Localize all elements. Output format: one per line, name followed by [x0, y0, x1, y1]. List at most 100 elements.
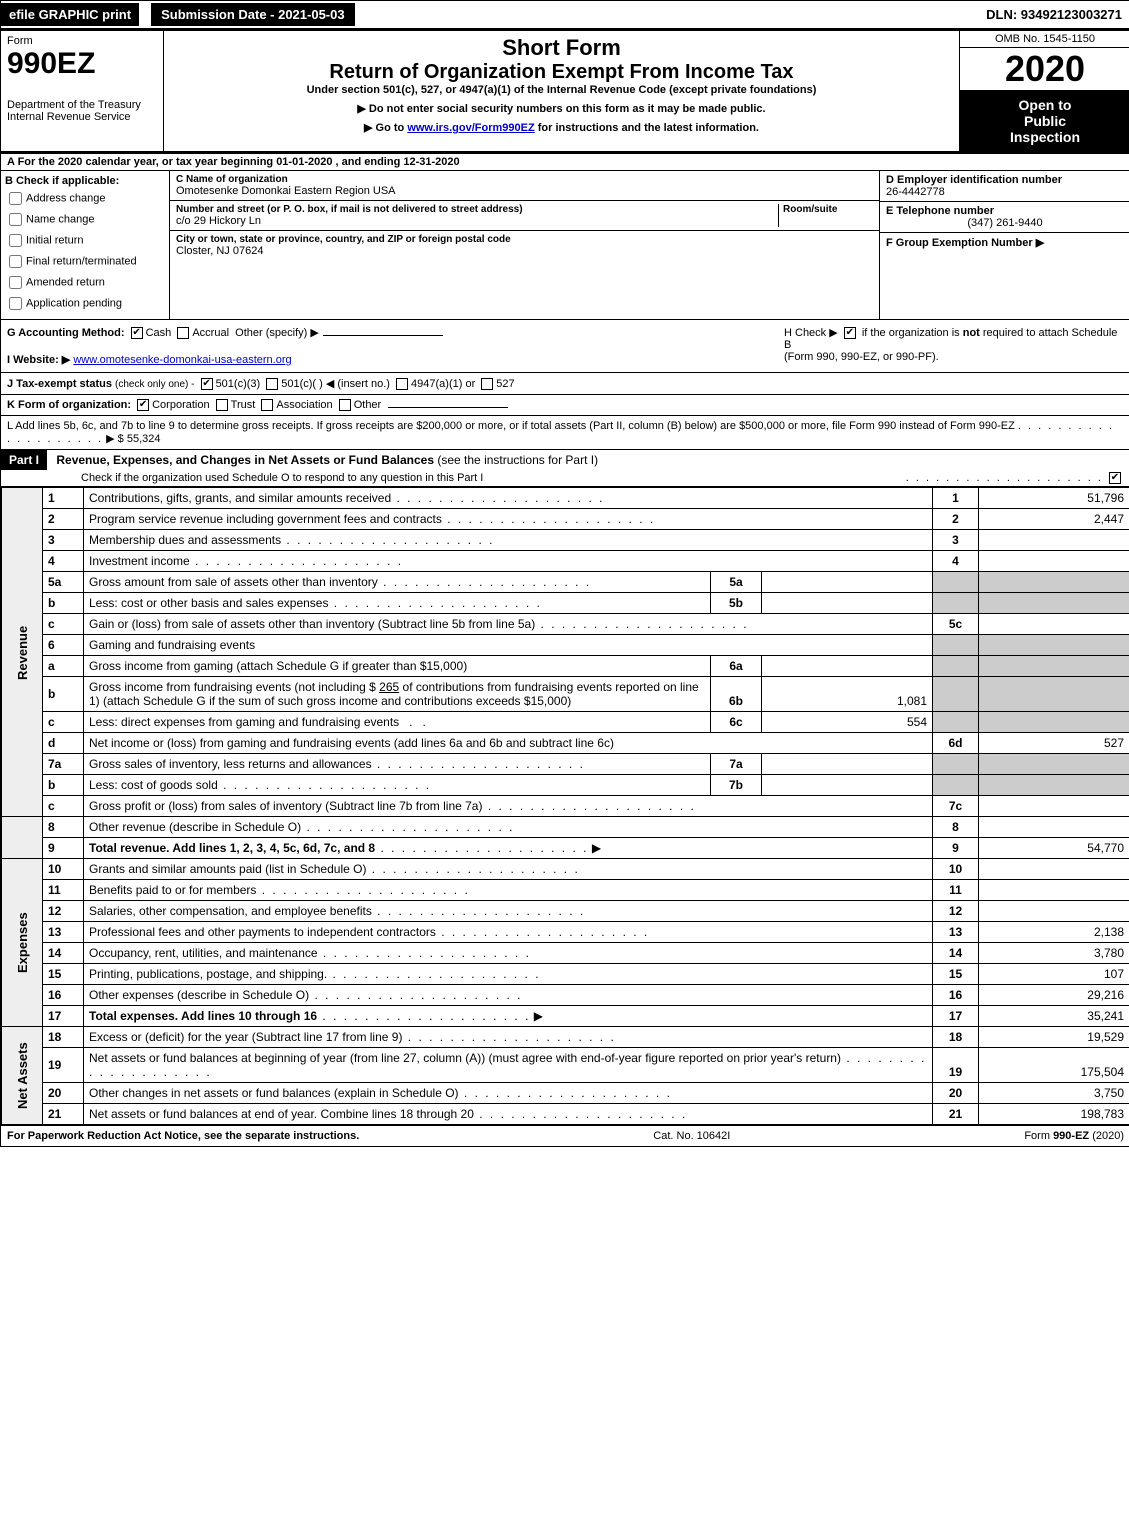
row-7c: c Gross profit or (loss) from sales of i…: [2, 796, 1129, 817]
ln19-val: 175,504: [979, 1048, 1129, 1083]
efile-button[interactable]: efile GRAPHIC print: [1, 3, 139, 26]
form-of-organization-row: K Form of organization: Corporation Trus…: [1, 395, 1129, 416]
row-7b: b Less: cost of goods sold 7b: [2, 775, 1129, 796]
part-1-table: Revenue 1 Contributions, gifts, grants, …: [1, 487, 1129, 1125]
ln6d-val: 527: [979, 733, 1129, 754]
check-corporation[interactable]: [137, 399, 149, 411]
row-10: Expenses 10 Grants and similar amounts p…: [2, 859, 1129, 880]
ln6b-val: 1,081: [762, 677, 933, 712]
check-schedule-o[interactable]: [1109, 472, 1121, 484]
row-6a: a Gross income from gaming (attach Sched…: [2, 656, 1129, 677]
ln1-desc: Contributions, gifts, grants, and simila…: [84, 488, 933, 509]
other-blank[interactable]: [323, 335, 443, 336]
goto-pre: ▶ Go to: [364, 122, 407, 134]
check-name-change[interactable]: Name change: [5, 210, 165, 229]
open-line1: Open to: [962, 97, 1128, 113]
check-address-change[interactable]: Address change: [5, 189, 165, 208]
row-3: 3 Membership dues and assessments 3: [2, 530, 1129, 551]
short-form-title: Short Form: [168, 35, 955, 61]
dln-label: DLN: 93492123003271: [986, 7, 1129, 22]
irs-label: Internal Revenue Service: [7, 111, 157, 123]
website-row: I Website: ▶ www.omotesenke-domonkai-usa…: [7, 353, 772, 366]
ein-label: D Employer identification number: [886, 174, 1124, 186]
part-1-title: Revenue, Expenses, and Changes in Net As…: [50, 450, 604, 470]
ln9-val: 54,770: [979, 838, 1129, 859]
tax-exempt-status-row: J Tax-exempt status (check only one) - 5…: [1, 373, 1129, 395]
revenue-side-label: Revenue: [2, 488, 43, 817]
phone-cell: E Telephone number (347) 261-9440: [880, 202, 1129, 233]
row-5a: 5a Gross amount from sale of assets othe…: [2, 572, 1129, 593]
ssn-warning: ▶ Do not enter social security numbers o…: [168, 102, 955, 115]
row-2: 2 Program service revenue including gove…: [2, 509, 1129, 530]
return-title: Return of Organization Exempt From Incom…: [168, 61, 955, 84]
check-schedule-b[interactable]: [844, 327, 856, 339]
row-7a: 7a Gross sales of inventory, less return…: [2, 754, 1129, 775]
irs-link[interactable]: www.irs.gov/Form990EZ: [407, 122, 534, 134]
part-1-header-row: Part I Revenue, Expenses, and Changes in…: [1, 450, 1129, 487]
check-other-org[interactable]: [339, 399, 351, 411]
street-cell: Number and street (or P. O. box, if mail…: [170, 201, 879, 231]
row-15: 15 Printing, publications, postage, and …: [2, 964, 1129, 985]
submission-date-button[interactable]: Submission Date - 2021-05-03: [149, 1, 357, 28]
ln14-val: 3,780: [979, 943, 1129, 964]
row-12: 12 Salaries, other compensation, and emp…: [2, 901, 1129, 922]
check-cash[interactable]: [131, 327, 143, 339]
ln21-val: 198,783: [979, 1104, 1129, 1125]
netassets-side-label: Net Assets: [2, 1027, 43, 1125]
l-value: 55,324: [127, 433, 161, 445]
other-specify: Other (specify) ▶: [235, 327, 319, 339]
b-label: B Check if applicable:: [5, 175, 165, 187]
l-text: L Add lines 5b, 6c, and 7b to line 9 to …: [7, 420, 1015, 432]
part-1-label: Part I: [1, 450, 47, 470]
city-value: Closter, NJ 07624: [176, 245, 873, 257]
check-527[interactable]: [481, 378, 493, 390]
check-501c[interactable]: [266, 378, 278, 390]
g-label: G Accounting Method:: [7, 327, 125, 339]
ln16-val: 29,216: [979, 985, 1129, 1006]
goto-post: for instructions and the latest informat…: [535, 122, 759, 134]
row-1: Revenue 1 Contributions, gifts, grants, …: [2, 488, 1129, 509]
part-1-check-o: Check if the organization used Schedule …: [1, 470, 1129, 486]
j-label: J Tax-exempt status: [7, 378, 112, 390]
check-accrual[interactable]: [177, 327, 189, 339]
other-org-blank[interactable]: [388, 407, 508, 408]
row-21: 21 Net assets or fund balances at end of…: [2, 1104, 1129, 1125]
check-application-pending[interactable]: Application pending: [5, 294, 165, 313]
row-9: 9 Total revenue. Add lines 1, 2, 3, 4, 5…: [2, 838, 1129, 859]
ln20-val: 3,750: [979, 1083, 1129, 1104]
ln2-val: 2,447: [979, 509, 1129, 530]
group-exemption-label: F Group Exemption Number ▶: [886, 237, 1044, 249]
street-value: c/o 29 Hickory Ln: [176, 215, 778, 227]
row-8: 8 Other revenue (describe in Schedule O)…: [2, 817, 1129, 838]
phone-value: (347) 261-9440: [886, 217, 1124, 229]
check-trust[interactable]: [216, 399, 228, 411]
room-label: Room/suite: [783, 204, 873, 215]
info-grid: B Check if applicable: Address change Na…: [1, 171, 1129, 320]
row-13: 13 Professional fees and other payments …: [2, 922, 1129, 943]
h-not: not: [963, 327, 980, 339]
org-name-value: Omotesenke Domonkai Eastern Region USA: [176, 185, 873, 197]
accounting-schedule-row: G Accounting Method: Cash Accrual Other …: [1, 320, 1129, 373]
check-501c3[interactable]: [201, 378, 213, 390]
ln1-val: 51,796: [979, 488, 1129, 509]
group-exemption-cell: F Group Exemption Number ▶: [880, 233, 1129, 252]
check-initial-return[interactable]: Initial return: [5, 231, 165, 250]
k-label: K Form of organization:: [7, 399, 131, 411]
h-text4: (Form 990, 990-EZ, or 990-PF).: [784, 351, 939, 363]
ln6c-val: 554: [762, 712, 933, 733]
omb-number: OMB No. 1545-1150: [960, 31, 1129, 48]
open-public-badge: Open to Public Inspection: [960, 91, 1129, 151]
column-c-org-info: C Name of organization Omotesenke Domonk…: [170, 171, 880, 319]
check-4947[interactable]: [396, 378, 408, 390]
check-final-return[interactable]: Final return/terminated: [5, 252, 165, 271]
check-o-text: Check if the organization used Schedule …: [81, 472, 483, 484]
website-link[interactable]: www.omotesenke-domonkai-usa-eastern.org: [73, 354, 291, 366]
check-amended-return[interactable]: Amended return: [5, 273, 165, 292]
row-6c: c Less: direct expenses from gaming and …: [2, 712, 1129, 733]
expenses-side-label: Expenses: [2, 859, 43, 1027]
ln13-val: 2,138: [979, 922, 1129, 943]
form-header: Form 990EZ Department of the Treasury In…: [1, 31, 1129, 154]
check-association[interactable]: [261, 399, 273, 411]
g-accounting-method: G Accounting Method: Cash Accrual Other …: [1, 320, 778, 372]
row-6: 6 Gaming and fundraising events: [2, 635, 1129, 656]
